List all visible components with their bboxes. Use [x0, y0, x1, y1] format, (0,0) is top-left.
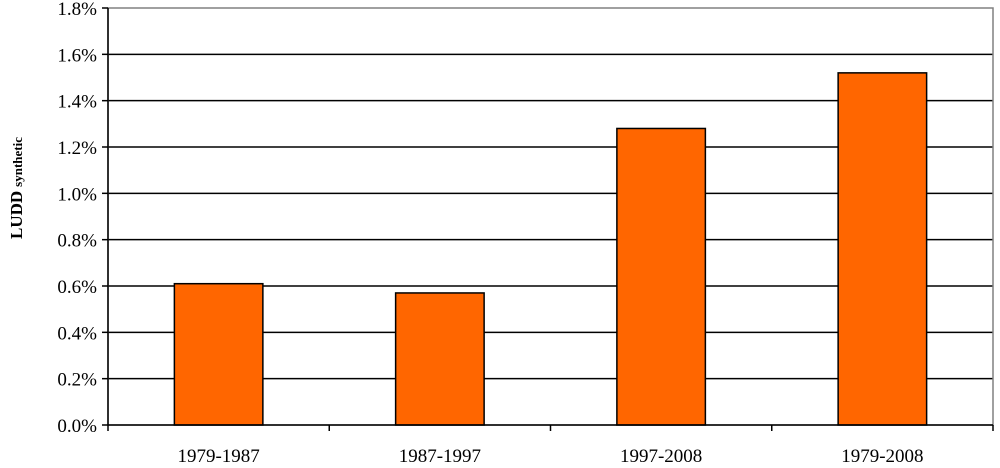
bar-1979-2008	[837, 72, 928, 426]
y-axis-label-main: LUDD	[7, 191, 26, 239]
x-tick-label: 1997-2008	[620, 446, 702, 467]
axes	[102, 7, 994, 431]
bar-1979-1987	[173, 282, 264, 426]
y-axis-label-subscript: synthetic	[10, 137, 25, 187]
y-tick-label: 1.8%	[57, 0, 97, 20]
x-tick-label: 1979-1987	[177, 446, 259, 467]
y-tick-label: 1.6%	[57, 45, 97, 66]
y-tick-label: 1.4%	[57, 92, 97, 113]
x-tick-label: 1979-2008	[841, 446, 923, 467]
y-axis-label: LUDD synthetic	[7, 137, 26, 239]
bars	[173, 72, 928, 426]
y-tick-labels: 0.0% 0.2% 0.4% 0.6% 0.8% 1.0% 1.2% 1.4% 1.6% 1.8%	[57, 0, 97, 437]
y-tick-label: 0.4%	[57, 323, 97, 344]
x-tick-labels: 1979-1987 1987-1997 1997-2008 1979-2008	[177, 446, 923, 467]
y-tick-label: 1.2%	[57, 138, 97, 159]
y-tick-label: 0.8%	[57, 231, 97, 252]
x-tick-label: 1987-1997	[399, 446, 481, 467]
y-tick-label: 1.0%	[57, 184, 97, 205]
bar-1997-2008	[616, 127, 707, 426]
y-tick-label: 0.2%	[57, 370, 97, 391]
bar-1987-1997	[394, 292, 485, 426]
y-tick-label: 0.6%	[57, 277, 97, 298]
y-tick-label: 0.0%	[57, 416, 97, 437]
